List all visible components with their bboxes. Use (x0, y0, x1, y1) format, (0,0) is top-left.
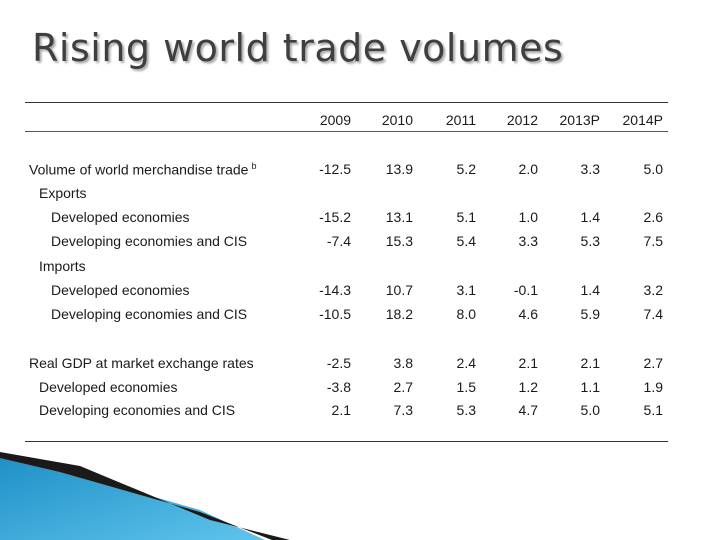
table-row: Developing economies and CIS -10.5 18.2 … (25, 306, 668, 328)
cell: 8.0 (456, 306, 476, 322)
cell: 1.4 (580, 209, 600, 225)
row-label: Exports (39, 185, 87, 201)
row-label: Developed economies (51, 282, 190, 298)
cell: 1.5 (456, 379, 476, 395)
row-label: Imports (39, 258, 86, 274)
table-row: Developed economies -3.8 2.7 1.5 1.2 1.1… (25, 379, 668, 401)
row-label: Volume of world merchandise trade b (29, 161, 257, 178)
cell: 3.1 (456, 282, 476, 298)
row-label: Developed economies (39, 379, 178, 395)
cell: 2.1 (331, 402, 351, 418)
cell: 10.7 (385, 282, 413, 298)
cell: 5.1 (456, 209, 476, 225)
table-header: 2009 2010 2011 2012 2013P 2014P (25, 103, 668, 132)
cell: 4.7 (518, 402, 538, 418)
column-header: 2014P (622, 112, 663, 128)
cell: 2.7 (643, 355, 663, 371)
column-header: 2010 (381, 112, 413, 128)
cell: 3.3 (518, 233, 538, 249)
cell: 5.0 (580, 402, 600, 418)
cell: 3.3 (580, 161, 600, 177)
cell: 5.3 (456, 402, 476, 418)
cell: -0.1 (513, 282, 538, 298)
cell: -2.5 (326, 355, 351, 371)
cell: 2.1 (580, 355, 600, 371)
cell: 7.4 (643, 306, 663, 322)
table-row: Developing economies and CIS 2.1 7.3 5.3… (25, 402, 668, 424)
cell: 1.4 (580, 282, 600, 298)
table-row: Developing economies and CIS -7.4 15.3 5… (25, 233, 668, 255)
cell: 2.6 (643, 209, 663, 225)
cell: 5.4 (456, 233, 476, 249)
cell: 2.0 (518, 161, 538, 177)
cell: 7.5 (643, 233, 663, 249)
column-header: 2011 (445, 112, 476, 128)
column-header: 2012 (506, 112, 538, 128)
table-row: Exports (25, 185, 668, 207)
cell: 5.0 (643, 161, 663, 177)
cell: 18.2 (385, 306, 413, 322)
cell: 1.1 (580, 379, 600, 395)
cell: 3.8 (393, 355, 413, 371)
cell: 7.3 (393, 402, 413, 418)
cell: 2.4 (456, 355, 476, 371)
row-label: Developing economies and CIS (51, 306, 248, 322)
table-row: Volume of world merchandise trade b -12.5… (25, 161, 668, 183)
column-header: 2013P (559, 112, 600, 128)
table-row: Imports (25, 258, 668, 280)
slide-title: Rising world trade volumes (32, 26, 564, 70)
cell: 15.3 (385, 233, 413, 249)
cell: -12.5 (319, 161, 351, 177)
cell: -14.3 (319, 282, 351, 298)
cell: 1.9 (643, 379, 663, 395)
table-row: Developed economies -15.2 13.1 5.1 1.0 1… (25, 209, 668, 231)
cell: 5.9 (580, 306, 600, 322)
cell: 13.1 (385, 209, 413, 225)
cell: -10.5 (319, 306, 351, 322)
row-label: Developing economies and CIS (39, 402, 236, 418)
cell: -3.8 (326, 379, 351, 395)
cell: 1.0 (518, 209, 538, 225)
cell: 4.6 (518, 306, 538, 322)
footnote-marker: b (251, 161, 257, 171)
cell: 13.9 (385, 161, 413, 177)
row-label: Real GDP at market exchange rates (29, 355, 254, 371)
decorative-swoosh (0, 452, 290, 540)
table-row: Real GDP at market exchange rates -2.5 3… (25, 355, 668, 377)
cell: -15.2 (319, 209, 351, 225)
table-row: Developed economies -14.3 10.7 3.1 -0.1 … (25, 282, 668, 304)
data-table: 2009 2010 2011 2012 2013P 2014P Volume o… (25, 102, 668, 442)
row-label: Developed economies (51, 209, 190, 225)
cell: 5.3 (580, 233, 600, 249)
cell: 2.7 (393, 379, 413, 395)
cell: 5.2 (456, 161, 476, 177)
cell: 3.2 (643, 282, 663, 298)
blue-swoosh-shape (0, 454, 265, 540)
column-header: 2009 (319, 112, 351, 128)
row-label: Developing economies and CIS (51, 233, 248, 249)
dark-swoosh-stripe (0, 452, 290, 540)
cell: 5.1 (643, 402, 663, 418)
cell: 1.2 (518, 379, 538, 395)
cell: 2.1 (518, 355, 538, 371)
cell: -7.4 (326, 233, 351, 249)
